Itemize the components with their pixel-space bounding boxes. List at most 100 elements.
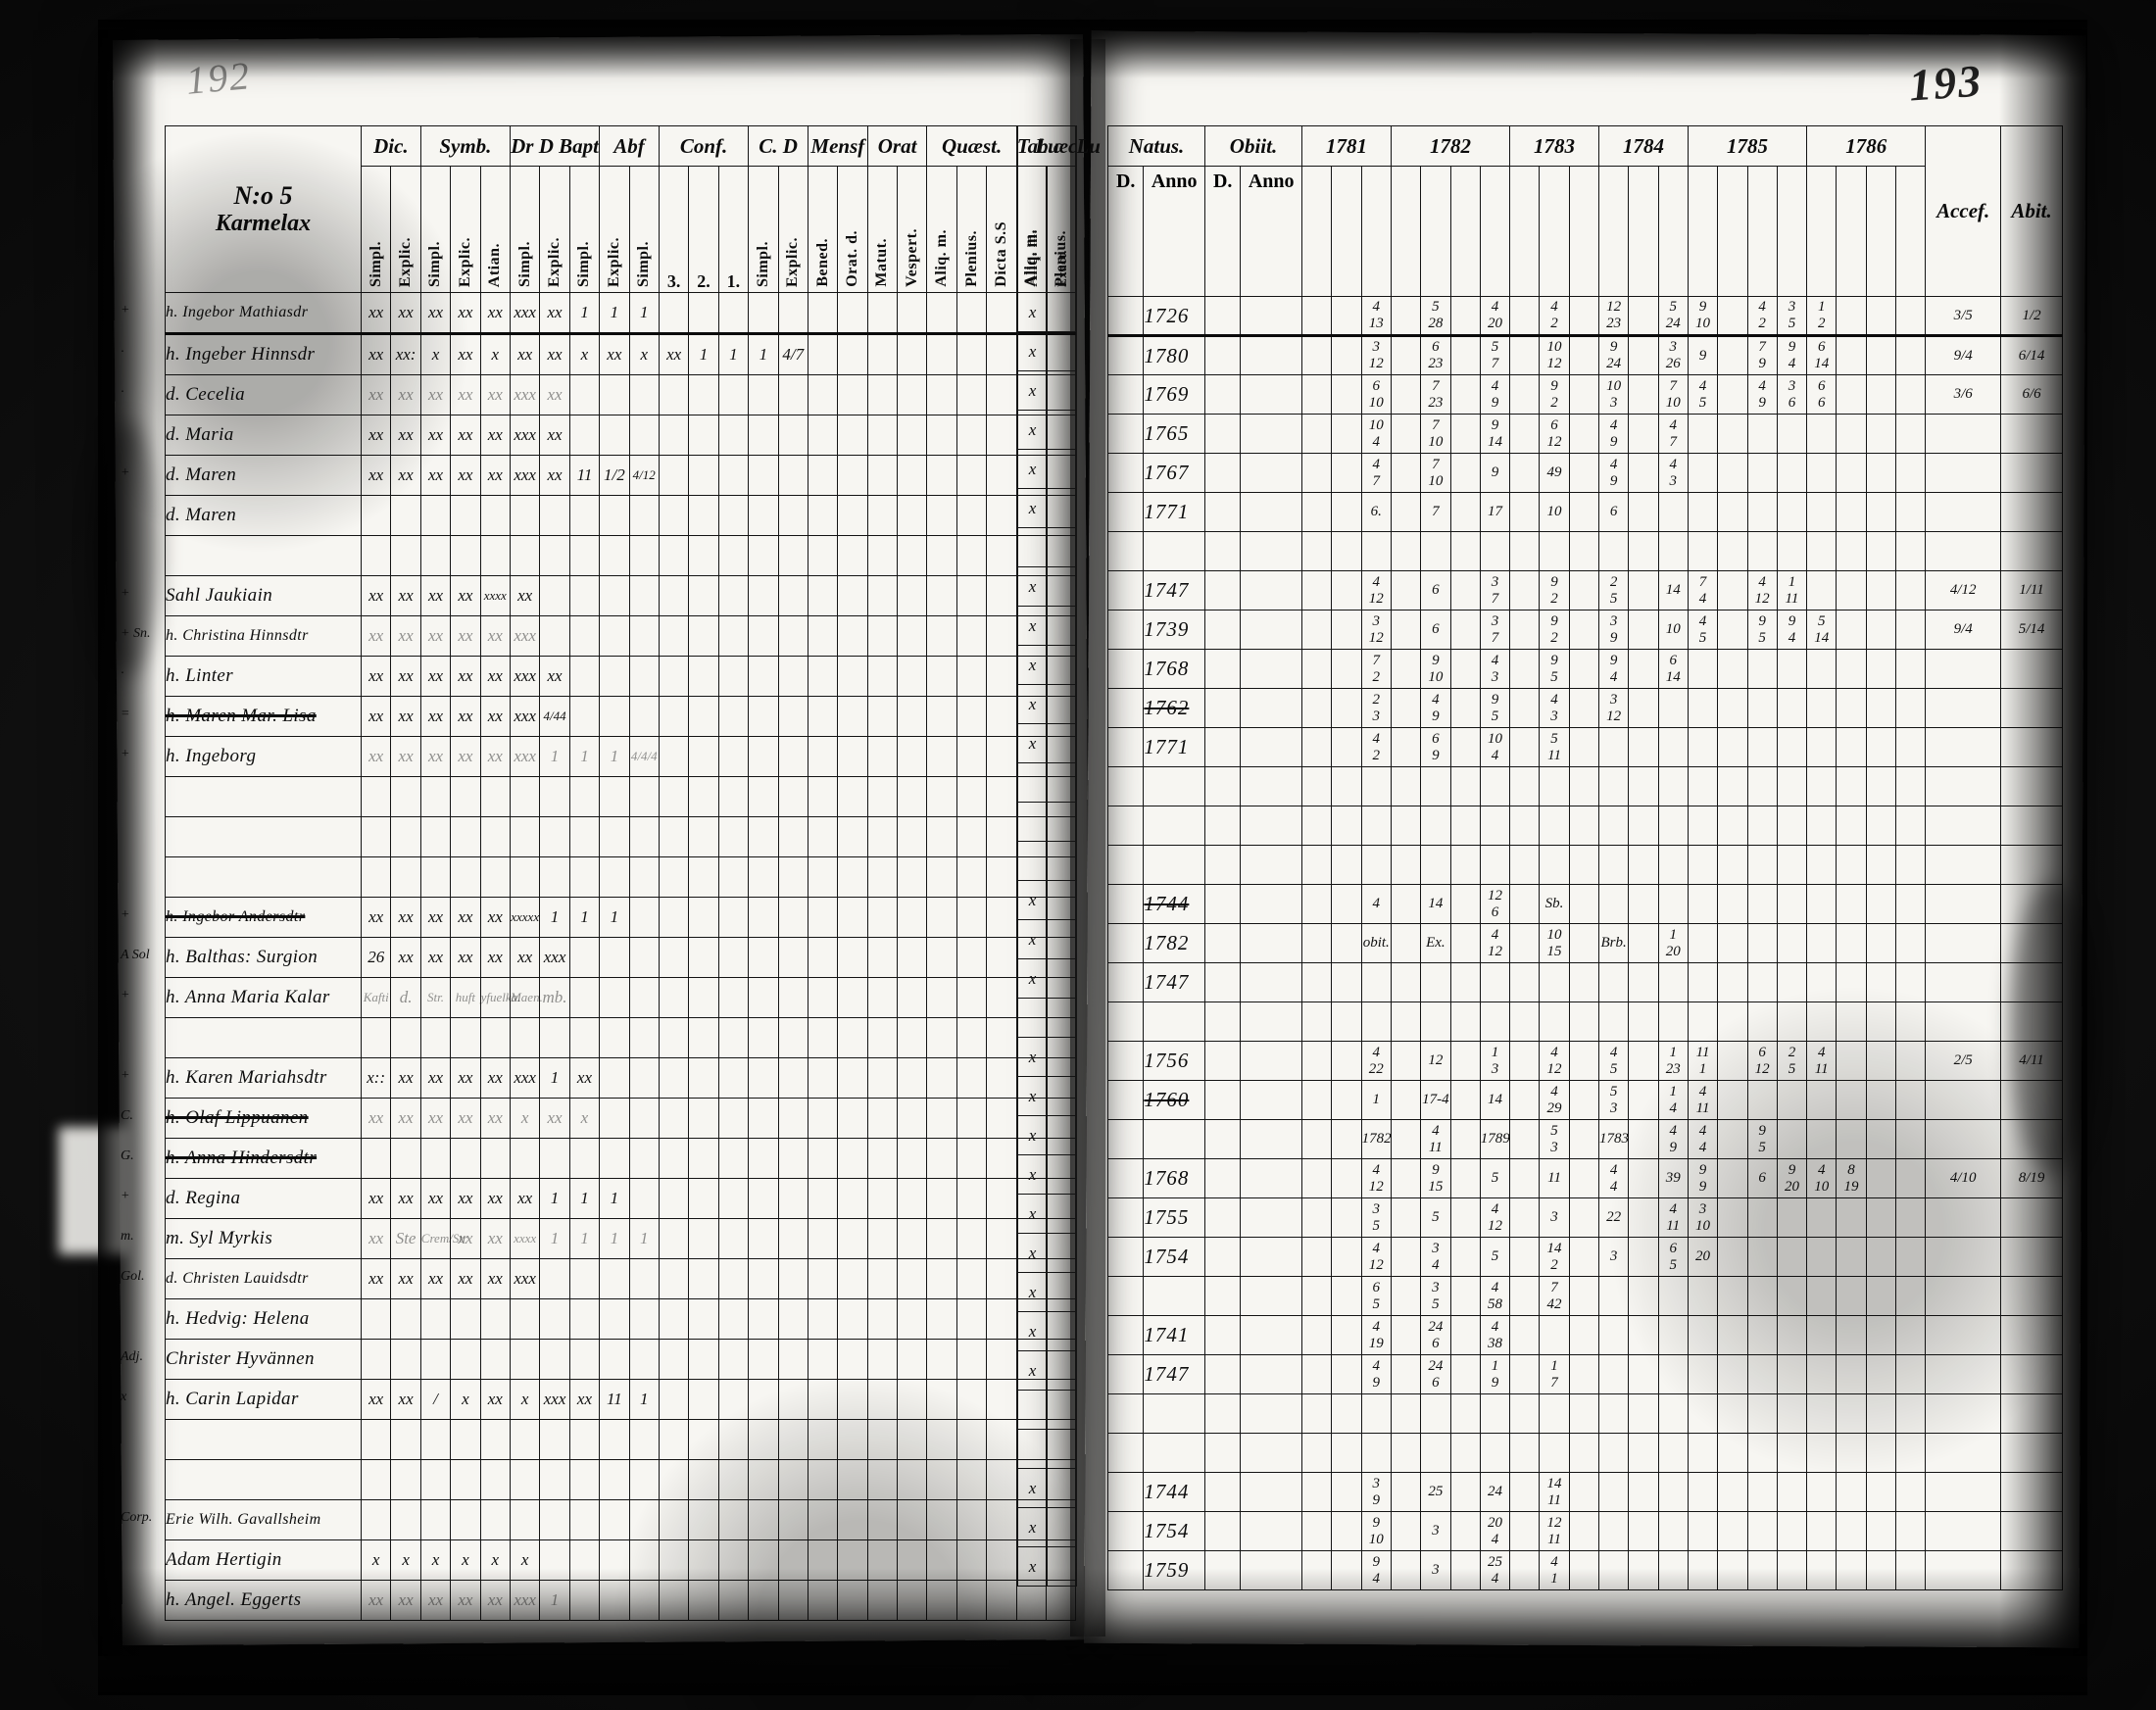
obiit-day-cell[interactable]: [1203, 1354, 1242, 1394]
attendance-mark-cell[interactable]: [777, 615, 808, 657]
year-mark-cell[interactable]: [1449, 531, 1481, 571]
year-mark-cell[interactable]: 12: [1420, 1041, 1451, 1081]
year-record-row[interactable]: [1106, 1002, 2063, 1042]
attendance-mark-cell[interactable]: [688, 374, 719, 415]
year-mark-cell[interactable]: [1300, 1433, 1333, 1473]
year-mark-cell[interactable]: [1539, 1433, 1570, 1473]
natus-year-cell[interactable]: 1769: [1143, 374, 1205, 415]
register-row[interactable]: C. h. Olaf Lippuanen xx xx xx xx xx x xx x: [121, 1098, 1077, 1139]
lu-row[interactable]: x: [1017, 566, 1078, 607]
lu-mark-cell[interactable]: [1046, 449, 1078, 489]
attendance-mark-cell[interactable]: [897, 1098, 928, 1139]
year-mark-cell[interactable]: [1746, 1511, 1778, 1551]
attendance-mark-cell[interactable]: [897, 977, 928, 1018]
year-record-row[interactable]: 1780 3 12 6 23 5 7 10 12 9 24 3 26 9 7 9 9 4 6 14 9/4 6/14: [1106, 335, 2063, 375]
lu-row[interactable]: [1017, 1390, 1078, 1430]
attendance-mark-cell[interactable]: xx: [658, 333, 690, 375]
year-mark-cell[interactable]: [1776, 492, 1808, 532]
attendance-mark-cell[interactable]: [807, 1539, 839, 1581]
year-mark-cell[interactable]: [1300, 884, 1333, 924]
attendance-mark-cell[interactable]: [837, 333, 868, 375]
attendance-mark-cell[interactable]: 4/4/4: [628, 736, 660, 777]
attendance-mark-cell[interactable]: [926, 455, 957, 496]
attendance-mark-cell[interactable]: 4/12: [628, 455, 660, 496]
attendance-mark-cell[interactable]: [926, 856, 957, 898]
attendance-mark-cell[interactable]: [479, 776, 511, 817]
year-mark-cell[interactable]: [1836, 1080, 1867, 1120]
year-mark-cell[interactable]: [1717, 1393, 1748, 1434]
year-mark-cell[interactable]: [1568, 688, 1600, 728]
attendance-mark-cell[interactable]: [717, 1499, 750, 1540]
attendance-mark-cell[interactable]: xx: [479, 696, 511, 737]
accef-cell[interactable]: [1925, 1237, 2002, 1277]
row-name-cell[interactable]: + Sahl Jaukiain: [121, 575, 362, 616]
lu-mark-cell[interactable]: [1046, 919, 1078, 959]
obiit-year-cell[interactable]: [1240, 414, 1302, 454]
attendance-mark-cell[interactable]: xx: [390, 615, 421, 657]
attendance-mark-cell[interactable]: [509, 1339, 541, 1380]
year-mark-cell[interactable]: [1746, 1550, 1778, 1590]
attendance-mark-cell[interactable]: [568, 495, 601, 536]
year-mark-cell[interactable]: [1449, 414, 1481, 454]
year-mark-cell[interactable]: [1449, 1080, 1481, 1120]
attendance-mark-cell[interactable]: [390, 1459, 421, 1500]
attendance-mark-cell[interactable]: [897, 1057, 928, 1099]
attendance-mark-cell[interactable]: [807, 615, 839, 657]
attendance-mark-cell[interactable]: [748, 374, 779, 415]
year-mark-cell[interactable]: [1865, 1433, 1896, 1473]
lu-mark-cell[interactable]: [1046, 762, 1078, 803]
attendance-mark-cell[interactable]: [807, 656, 839, 697]
year-mark-cell[interactable]: [1776, 531, 1808, 571]
natus-year-cell[interactable]: 1741: [1143, 1315, 1205, 1355]
attendance-mark-cell[interactable]: [897, 1539, 928, 1581]
attendance-mark-cell[interactable]: [956, 1057, 988, 1099]
year-mark-cell[interactable]: [1657, 1511, 1689, 1551]
accef-cell[interactable]: [1925, 1197, 2002, 1238]
row-name-cell[interactable]: + h. Anna Maria Kalar: [121, 977, 362, 1018]
year-mark-cell[interactable]: [1806, 845, 1838, 885]
natus-year-cell[interactable]: [1143, 1002, 1205, 1042]
year-mark-cell[interactable]: 7 10: [1420, 414, 1451, 454]
attendance-mark-cell[interactable]: [807, 736, 839, 777]
year-mark-cell[interactable]: [1420, 1393, 1451, 1434]
year-mark-cell[interactable]: [1390, 1002, 1422, 1042]
year-mark-cell[interactable]: [1331, 531, 1362, 571]
attendance-mark-cell[interactable]: xx: [360, 455, 392, 496]
year-mark-cell[interactable]: [1331, 962, 1362, 1002]
year-mark-cell[interactable]: 9: [1479, 453, 1511, 493]
attendance-mark-cell[interactable]: [688, 977, 719, 1018]
register-row[interactable]: d. Maria xx xx xx xx xx xxx xx: [165, 415, 1077, 456]
year-mark-cell[interactable]: [1717, 1119, 1748, 1159]
year-mark-cell[interactable]: [1776, 1237, 1808, 1277]
obiit-year-cell[interactable]: [1240, 492, 1302, 532]
attendance-mark-cell[interactable]: [748, 455, 779, 496]
year-mark-cell[interactable]: 7 23: [1420, 374, 1451, 415]
year-mark-cell[interactable]: [1746, 845, 1778, 885]
attendance-mark-cell[interactable]: 1: [628, 1218, 660, 1259]
lu-row[interactable]: x: [1017, 958, 1078, 999]
year-mark-cell[interactable]: [1894, 1393, 1927, 1434]
obiit-day-cell[interactable]: [1203, 414, 1242, 454]
row-name-cell[interactable]: d. Maria: [165, 415, 362, 456]
lu-mark-cell[interactable]: [1017, 1390, 1048, 1430]
attendance-mark-cell[interactable]: [986, 1098, 1017, 1139]
attendance-mark-cell[interactable]: [866, 656, 899, 697]
year-mark-cell[interactable]: [1509, 688, 1541, 728]
attendance-mark-cell[interactable]: 1: [539, 1580, 570, 1621]
attendance-mark-cell[interactable]: [628, 696, 660, 737]
year-mark-cell[interactable]: [1894, 570, 1927, 611]
year-mark-cell[interactable]: [1628, 766, 1659, 806]
attendance-mark-cell[interactable]: xx: [479, 937, 511, 978]
year-mark-cell[interactable]: 9 15: [1420, 1158, 1451, 1198]
attendance-mark-cell[interactable]: xx: [419, 937, 452, 978]
lu-mark-cell[interactable]: [1046, 1468, 1078, 1508]
year-mark-cell[interactable]: [1628, 1002, 1659, 1042]
attendance-mark-cell[interactable]: xx: [450, 1580, 481, 1621]
attendance-mark-cell[interactable]: [419, 856, 452, 898]
attendance-mark-cell[interactable]: [717, 374, 750, 415]
